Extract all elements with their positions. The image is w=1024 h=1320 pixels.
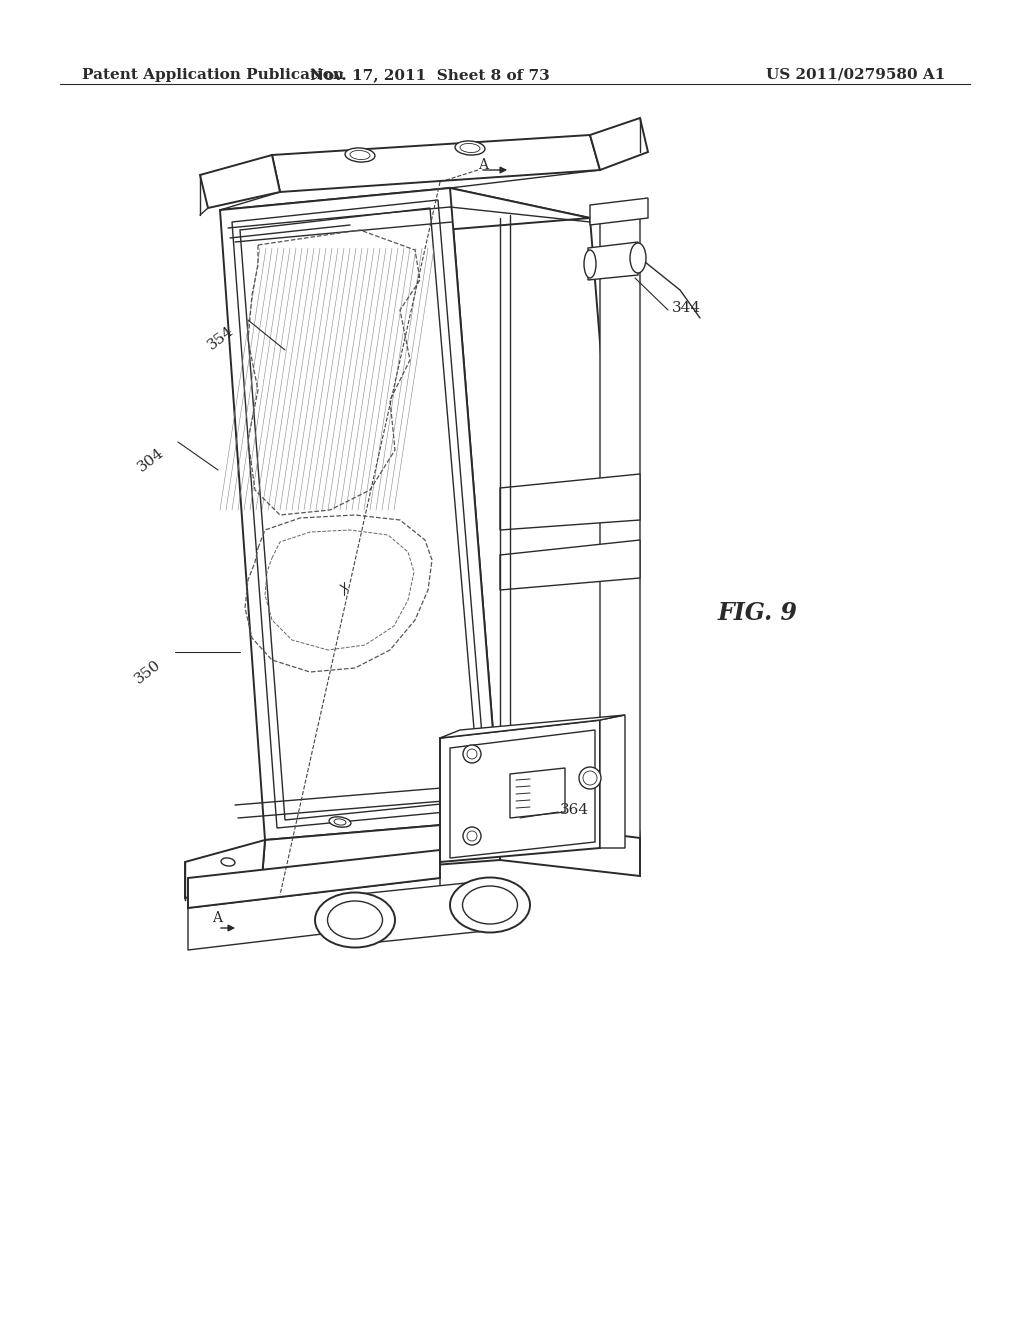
Polygon shape bbox=[200, 154, 280, 209]
Ellipse shape bbox=[345, 148, 375, 162]
Polygon shape bbox=[600, 715, 625, 847]
Ellipse shape bbox=[463, 744, 481, 763]
Ellipse shape bbox=[463, 886, 517, 924]
Text: Patent Application Publication: Patent Application Publication bbox=[82, 69, 344, 82]
Text: Nov. 17, 2011  Sheet 8 of 73: Nov. 17, 2011 Sheet 8 of 73 bbox=[310, 69, 550, 82]
Polygon shape bbox=[588, 242, 638, 280]
Ellipse shape bbox=[467, 832, 477, 841]
Text: US 2011/0279580 A1: US 2011/0279580 A1 bbox=[766, 69, 945, 82]
Ellipse shape bbox=[315, 892, 395, 948]
Polygon shape bbox=[232, 201, 488, 828]
Polygon shape bbox=[510, 768, 565, 818]
Ellipse shape bbox=[579, 767, 601, 789]
Ellipse shape bbox=[467, 748, 477, 759]
Ellipse shape bbox=[460, 144, 480, 153]
Text: 350: 350 bbox=[132, 657, 164, 686]
Ellipse shape bbox=[350, 150, 370, 160]
Text: FIG. 9: FIG. 9 bbox=[718, 601, 798, 624]
Ellipse shape bbox=[450, 878, 530, 932]
Text: 304: 304 bbox=[135, 446, 167, 474]
Text: 344: 344 bbox=[672, 301, 701, 315]
Ellipse shape bbox=[334, 818, 346, 825]
Ellipse shape bbox=[221, 858, 234, 866]
Polygon shape bbox=[590, 198, 648, 224]
Polygon shape bbox=[350, 880, 495, 945]
Polygon shape bbox=[440, 715, 625, 738]
Polygon shape bbox=[188, 878, 440, 950]
Polygon shape bbox=[500, 820, 640, 876]
Ellipse shape bbox=[630, 243, 646, 273]
Polygon shape bbox=[240, 209, 480, 820]
Polygon shape bbox=[500, 540, 640, 590]
Polygon shape bbox=[262, 820, 500, 878]
Ellipse shape bbox=[329, 817, 351, 828]
Text: A: A bbox=[212, 911, 222, 925]
Text: A: A bbox=[478, 158, 488, 172]
Ellipse shape bbox=[584, 249, 596, 279]
Polygon shape bbox=[272, 135, 600, 191]
Ellipse shape bbox=[583, 771, 597, 785]
Polygon shape bbox=[220, 187, 500, 840]
Polygon shape bbox=[440, 719, 600, 862]
Polygon shape bbox=[500, 474, 640, 531]
Polygon shape bbox=[220, 187, 590, 238]
Polygon shape bbox=[600, 210, 640, 845]
Polygon shape bbox=[188, 850, 440, 908]
Polygon shape bbox=[450, 187, 640, 840]
Ellipse shape bbox=[455, 141, 485, 154]
Ellipse shape bbox=[328, 902, 383, 939]
Ellipse shape bbox=[463, 828, 481, 845]
Text: 354: 354 bbox=[205, 323, 237, 352]
Polygon shape bbox=[450, 730, 595, 858]
Polygon shape bbox=[185, 840, 265, 898]
Polygon shape bbox=[590, 117, 648, 170]
Text: 364: 364 bbox=[560, 803, 589, 817]
